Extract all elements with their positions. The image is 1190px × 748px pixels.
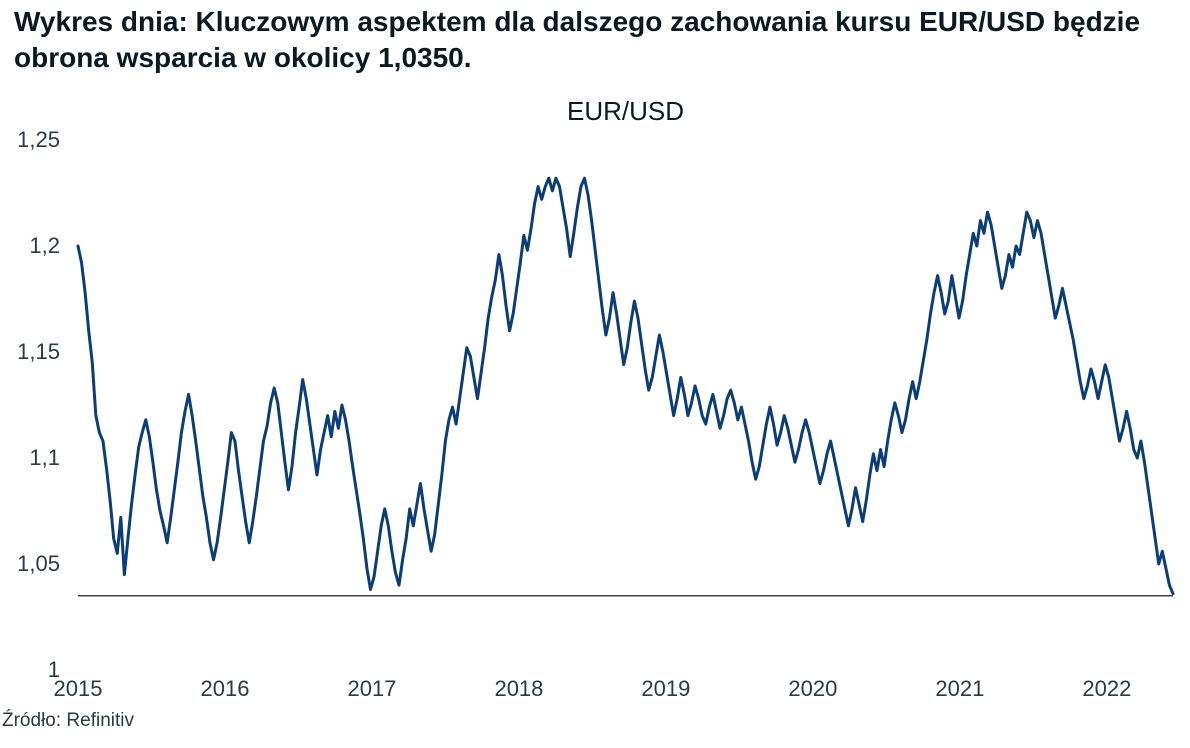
x-tick-label: 2021 — [935, 676, 984, 748]
eurusd-line — [78, 178, 1173, 594]
line-chart-svg — [78, 140, 1173, 670]
x-tick-label: 2019 — [641, 676, 690, 748]
x-tick-label: 2016 — [200, 676, 249, 748]
x-tick-label: 2017 — [347, 676, 396, 748]
x-tick-label: 2022 — [1082, 676, 1131, 748]
chart-subtitle: EUR/USD — [78, 96, 1173, 127]
y-tick-label: 1,2 — [0, 233, 60, 259]
page-wrap: Wykres dnia: Kluczowym aspektem dla dals… — [0, 0, 1190, 748]
y-tick-label: 1,15 — [0, 339, 60, 365]
x-tick-label: 2020 — [788, 676, 837, 748]
source-label: Źródło: Refinitiv — [2, 710, 134, 732]
y-tick-label: 1 — [0, 657, 60, 683]
y-tick-label: 1,05 — [0, 551, 60, 577]
y-tick-label: 1,25 — [0, 127, 60, 153]
x-tick-label: 2018 — [494, 676, 543, 748]
plot-area — [78, 140, 1173, 670]
page-title: Wykres dnia: Kluczowym aspektem dla dals… — [14, 4, 1160, 76]
y-tick-label: 1,1 — [0, 445, 60, 471]
